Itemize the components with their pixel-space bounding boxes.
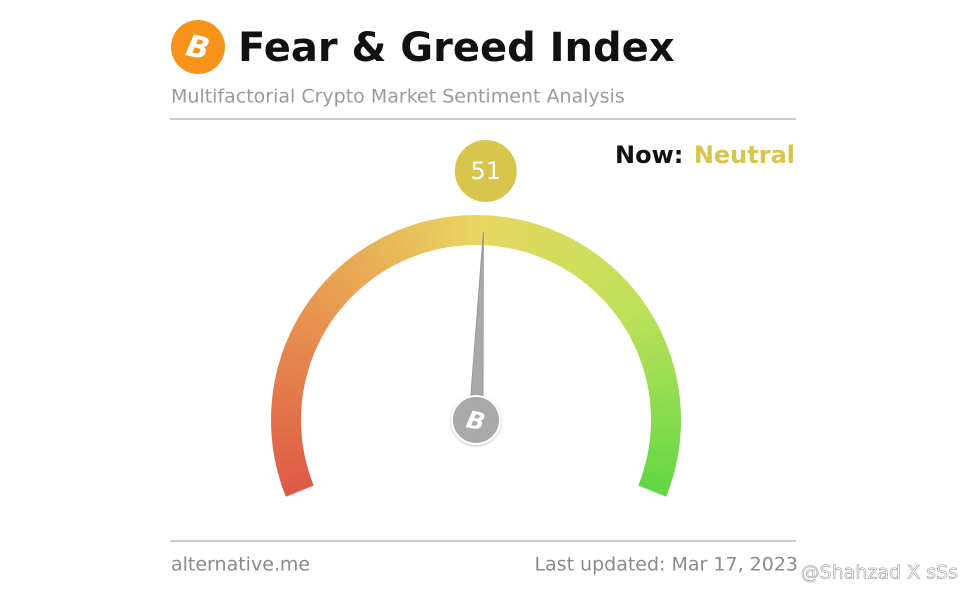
arc-segment: [449, 215, 462, 247]
arc-segment: [458, 215, 469, 246]
arc-segment: [358, 246, 383, 277]
arc-segment: [640, 471, 673, 489]
arc-segment: [542, 230, 563, 262]
arc-segment: [593, 268, 621, 297]
arc-segment: [319, 280, 348, 308]
arc-segment: [351, 251, 377, 281]
arc-segment: [638, 478, 670, 497]
arc-segment: [431, 218, 447, 250]
arc-segment: [381, 233, 403, 265]
arc-segment: [647, 448, 679, 464]
arc-segment: [556, 237, 579, 269]
arc-segment: [290, 324, 322, 346]
arc-segment: [649, 391, 681, 405]
chart-title: Fear & Greed Index: [238, 25, 675, 71]
arc-segment: [271, 391, 303, 404]
arc-segment: [650, 426, 681, 437]
arc-segment: [277, 463, 309, 481]
arc-segment: [491, 215, 504, 247]
arc-segment: [389, 230, 410, 262]
arc-segment: [618, 301, 649, 326]
status-label: Neutral: [694, 141, 795, 169]
arc-segment: [287, 332, 318, 353]
arc-segment: [634, 332, 666, 353]
needle: [468, 232, 484, 421]
arc-segment: [649, 433, 681, 446]
arc-segment: [521, 221, 538, 254]
arc-segment: [563, 242, 587, 273]
arc-segment: [498, 216, 512, 248]
arc-segment: [303, 301, 334, 326]
arc-segment: [643, 463, 675, 481]
source: alternative.me: [171, 554, 310, 576]
hub-icon: B: [464, 405, 488, 436]
arc-segment: [645, 456, 677, 472]
arc-segment: [423, 219, 439, 251]
arc-segment: [575, 251, 601, 282]
arc-segment: [366, 242, 390, 273]
arc-segment: [440, 216, 454, 248]
arc-segment: [271, 433, 303, 446]
arc-segment: [637, 340, 669, 360]
arc-segment: [276, 365, 308, 382]
arc-segment: [650, 400, 681, 412]
arc-segment: [313, 287, 343, 313]
arc-segment: [646, 374, 678, 389]
arc-segment: [630, 324, 662, 346]
arc-segment: [640, 348, 672, 367]
arc-segment: [627, 316, 658, 339]
arc-segment: [373, 237, 396, 269]
arc-segment: [344, 256, 371, 286]
arc-segment: [642, 357, 674, 375]
arc-segment: [569, 246, 594, 277]
arc-segment: [283, 340, 315, 360]
gauge-arc: [271, 215, 681, 497]
arc-segment: [275, 456, 307, 472]
status-prefix: Now:: [615, 141, 683, 169]
arc-segment: [397, 227, 417, 259]
arc-segment: [582, 257, 608, 286]
arc-segment: [279, 470, 312, 489]
arc-segment: [274, 373, 306, 389]
arc-segment: [298, 308, 330, 332]
arc-segment: [483, 215, 495, 246]
value-bubble: [454, 140, 517, 202]
arc-segment: [648, 383, 680, 397]
arc-segment: [331, 268, 359, 296]
arc-segment: [282, 478, 314, 497]
arc-segment: [414, 221, 432, 254]
arc-segment: [588, 262, 615, 291]
arc-segment: [648, 441, 680, 455]
arc-segment: [604, 280, 633, 308]
arc-segment: [644, 365, 676, 382]
value-label: 51: [470, 157, 501, 185]
arc-segment: [338, 262, 365, 291]
arc-segment: [528, 224, 547, 256]
arc-segment: [325, 274, 354, 302]
arc-segment: [599, 274, 627, 302]
arc-segment: [406, 224, 425, 256]
arc-segment: [271, 400, 302, 412]
arc-segment: [294, 316, 326, 339]
arc-segment: [614, 294, 644, 320]
arc-segment: [623, 309, 654, 333]
arc-segment: [506, 218, 521, 250]
arc-segment: [549, 234, 571, 265]
arc-segment: [278, 356, 310, 374]
last-updated: Last updated: Mar 17, 2023: [534, 554, 798, 576]
arc-segment: [535, 227, 555, 259]
chart-subtitle: Multifactorial Crypto Market Sentiment A…: [171, 86, 625, 108]
logo: B: [171, 20, 225, 74]
arc-segment: [308, 294, 338, 320]
arc-segment: [609, 287, 639, 314]
arc-segment: [272, 441, 304, 455]
watermark: @Shahzad X sSs: [801, 562, 958, 584]
needle-hub: [451, 395, 501, 445]
arc-segment: [513, 219, 530, 252]
arc-segment: [272, 382, 304, 397]
arc-segment: [280, 348, 313, 367]
arc-segment: [273, 448, 305, 463]
